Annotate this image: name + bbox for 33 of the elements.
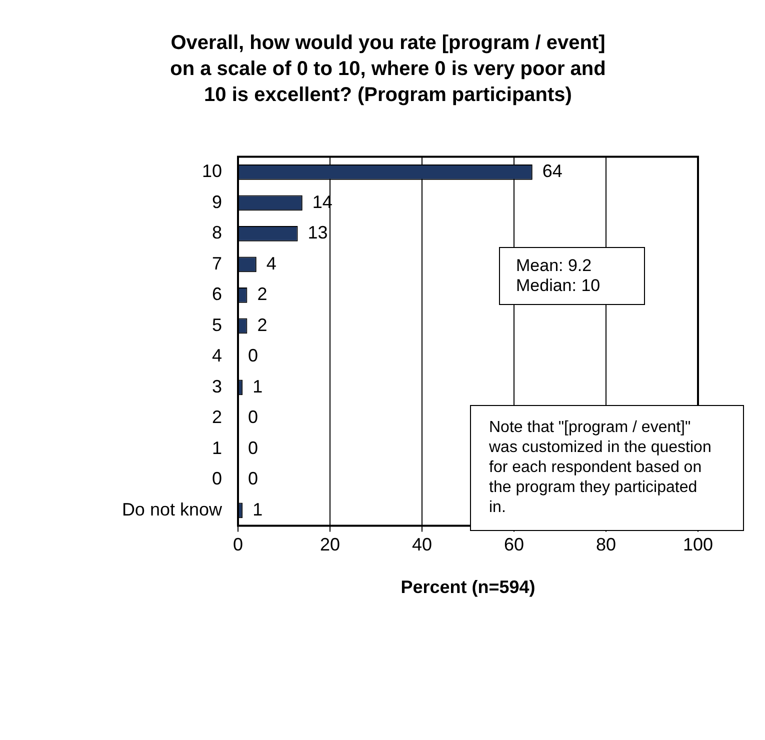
y-tick-label: 9 xyxy=(212,192,222,212)
x-axis-title: Percent (n=594) xyxy=(400,577,536,598)
text-box: Note that "[program / event]" was customized in the question for each respondent based on the program they participated in. xyxy=(470,405,744,531)
text-box: Mean: 9.2 Median: 10 xyxy=(499,247,645,305)
y-tick-label: 2 xyxy=(212,407,222,428)
y-tick-label: 3 xyxy=(212,376,222,396)
y-tick-label: 6 xyxy=(212,284,222,304)
y-tick-label: 10 xyxy=(202,161,222,182)
data-label: 64 xyxy=(542,161,562,182)
x-tick-label: 20 xyxy=(320,534,340,555)
y-tick-label: Do not know xyxy=(122,499,223,520)
data-label: 0 xyxy=(248,468,258,489)
x-tick-label: 0 xyxy=(232,534,244,555)
x-tick-label: 100 xyxy=(682,534,714,555)
y-tick-label: 0 xyxy=(212,468,222,489)
data-label: 1 xyxy=(252,499,263,520)
chart-title: Overall, how would you rate [program / event] on a scale of 0 to 10, where 0 is very poor and 10 is excellent? (Program participants) xyxy=(169,31,607,108)
y-tick-label: 7 xyxy=(212,253,222,274)
data-label: 0 xyxy=(248,438,258,458)
data-label: 4 xyxy=(266,253,276,274)
data-label: 2 xyxy=(257,314,268,335)
data-label: 0 xyxy=(248,346,258,366)
y-tick-label: 8 xyxy=(212,222,222,243)
data-label: 13 xyxy=(308,222,328,243)
data-label: 2 xyxy=(257,284,268,304)
x-tick-label: 80 xyxy=(596,534,616,555)
data-label: 0 xyxy=(248,407,258,428)
x-tick-label: 40 xyxy=(412,534,432,555)
y-tick-label: 4 xyxy=(212,346,222,366)
data-label: 1 xyxy=(252,376,263,396)
x-tick-label: 60 xyxy=(504,534,524,555)
y-tick-label: 5 xyxy=(212,314,222,335)
y-tick-label: 1 xyxy=(212,438,222,458)
